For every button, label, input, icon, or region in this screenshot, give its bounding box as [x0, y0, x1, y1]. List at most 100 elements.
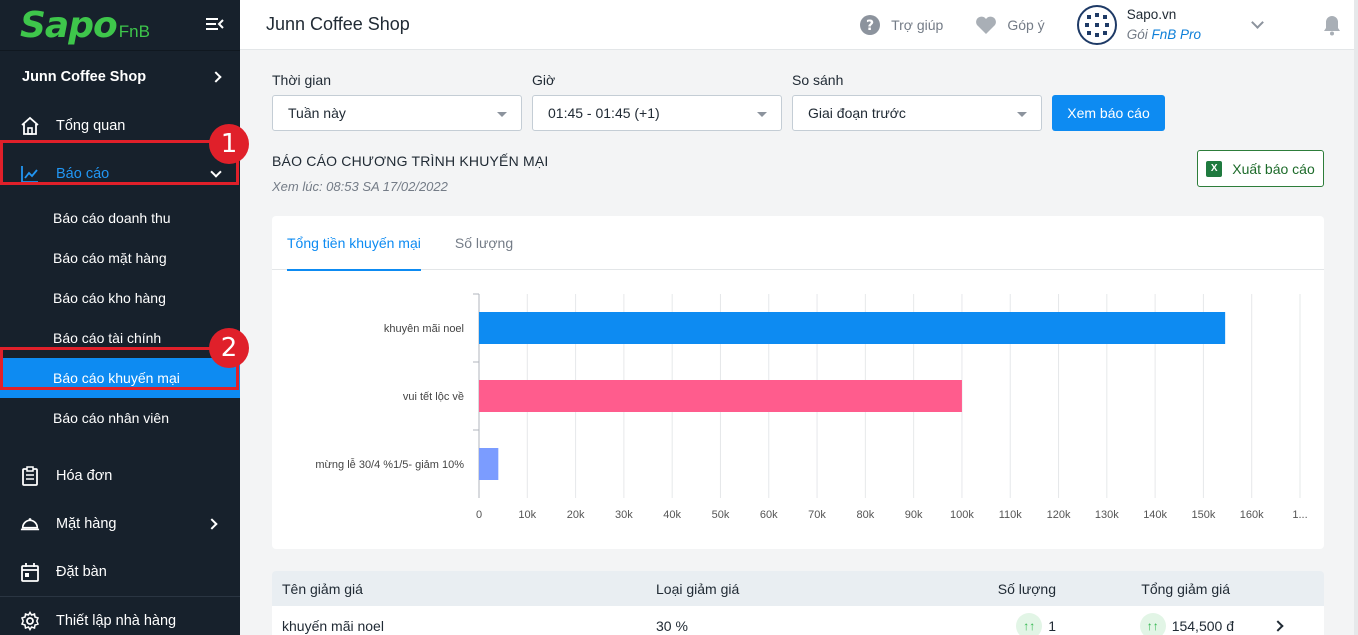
- trend-up-icon: ↑↑: [1139, 613, 1166, 635]
- annotation-badge-1: 1: [209, 124, 249, 164]
- heart-icon: [976, 16, 997, 34]
- x-tick-label: 1...: [1292, 509, 1307, 521]
- nav-overview[interactable]: Tổng quan: [0, 102, 240, 150]
- x-tick-label: 100k: [950, 509, 974, 521]
- cell-total: 154,500 đ: [1171, 618, 1234, 634]
- account-menu[interactable]: Sapo.vn Gói FnB Pro: [1076, 4, 1264, 45]
- category-label: mừng lễ 30/4 %1/5- giảm 10%: [315, 458, 464, 471]
- hour-select[interactable]: 01:45 - 01:45 (+1): [532, 95, 782, 131]
- cell-qty: 1: [1048, 618, 1056, 634]
- shop-name: Junn Coffee Shop: [22, 68, 147, 85]
- subnav-items[interactable]: Báo cáo mặt hàng: [53, 250, 167, 266]
- bar: [479, 448, 499, 480]
- x-tick-label: 80k: [856, 509, 874, 521]
- compare-filter: So sánh Giai đoạn trước: [792, 72, 1042, 131]
- chevron-right-icon: [210, 70, 222, 83]
- x-tick-label: 30k: [615, 509, 633, 521]
- trend-up-icon: ↑↑: [1016, 613, 1043, 635]
- nav-overview-label: Tổng quan: [56, 118, 126, 134]
- logo[interactable]: Sapo FnB: [0, 0, 240, 50]
- subnav-promotions[interactable]: Báo cáo khuyến mại: [0, 358, 240, 398]
- filters: Thời gian Tuần này Giờ 01:45 - 01:45 (+1…: [272, 72, 1165, 131]
- nav-reservations[interactable]: Đặt bàn: [0, 548, 240, 596]
- cell-total-wrap: ↑↑ 154,500 đ: [1076, 613, 1296, 635]
- time-select[interactable]: Tuần này: [272, 95, 522, 131]
- x-tick-label: 160k: [1240, 509, 1264, 521]
- help-icon: ?: [860, 14, 881, 35]
- category-label: vui tết lộc về: [403, 391, 464, 403]
- x-tick-label: 60k: [760, 509, 778, 521]
- x-tick-label: 20k: [567, 509, 585, 521]
- clipboard-icon: [20, 466, 40, 486]
- plan-name: FnB Pro: [1151, 26, 1201, 42]
- help-link[interactable]: ? Trợ giúp: [859, 14, 943, 36]
- x-tick-label: 140k: [1143, 509, 1167, 521]
- bell-icon[interactable]: [1322, 14, 1342, 36]
- export-label: Xuất báo cáo: [1232, 160, 1315, 177]
- x-tick-label: 110k: [999, 509, 1023, 521]
- nav-products[interactable]: Mặt hàng: [0, 500, 240, 548]
- account-plan: Gói FnB Pro: [1127, 25, 1201, 45]
- help-label: Trợ giúp: [891, 16, 944, 33]
- time-label: Thời gian: [272, 72, 331, 88]
- logo-text: Sapo: [20, 4, 118, 46]
- account-name: Sapo.vn: [1126, 6, 1177, 22]
- bar: [479, 312, 1226, 344]
- header-type: Loại giảm giá: [656, 580, 740, 597]
- excel-icon: X: [1206, 160, 1223, 177]
- time-value: Tuần này: [288, 105, 346, 121]
- nav-settings[interactable]: Thiết lập nhà hàng: [0, 597, 240, 635]
- caret-down-icon: [757, 112, 767, 117]
- tab-quantity[interactable]: Số lượng: [454, 235, 514, 251]
- annotation-box-promotions: [0, 347, 239, 390]
- page-title: Junn Coffee Shop: [266, 14, 410, 34]
- hour-value: 01:45 - 01:45 (+1): [548, 105, 660, 121]
- x-tick-label: 10k: [518, 509, 536, 521]
- report-viewed-at: Xem lúc: 08:53 SA 17/02/2022: [272, 179, 448, 194]
- logo-sub: FnB: [118, 22, 150, 41]
- subnav-finance[interactable]: Báo cáo tài chính: [53, 330, 162, 346]
- topbar: Junn Coffee Shop ? Trợ giúp Góp ý Sapo.v…: [240, 0, 1358, 50]
- gear-icon: [20, 611, 40, 631]
- scrollbar[interactable]: [1354, 0, 1358, 635]
- compare-select[interactable]: Giai đoạn trước: [792, 95, 1042, 131]
- view-report-button[interactable]: Xem báo cáo: [1052, 95, 1165, 131]
- home-icon: [20, 116, 40, 136]
- export-report-button[interactable]: X Xuất báo cáo: [1197, 150, 1324, 187]
- chevron-right-icon: [206, 518, 218, 530]
- chevron-right-icon[interactable]: [1272, 620, 1284, 632]
- nav-settings-label: Thiết lập nhà hàng: [56, 613, 177, 629]
- chevron-down-icon[interactable]: [1251, 15, 1264, 29]
- annotation-box-reports: [0, 140, 239, 185]
- caret-down-icon: [1017, 112, 1027, 117]
- cloche-icon: [20, 514, 40, 534]
- x-tick-label: 130k: [1095, 509, 1119, 521]
- header-total: Tổng giảm giá: [1141, 580, 1230, 597]
- subnav-inventory[interactable]: Báo cáo kho hàng: [53, 290, 166, 306]
- collapse-menu-icon[interactable]: [206, 16, 224, 32]
- x-tick-label: 90k: [905, 509, 923, 521]
- x-tick-label: 40k: [663, 509, 681, 521]
- shop-selector[interactable]: Junn Coffee Shop: [0, 50, 240, 102]
- subnav-revenue[interactable]: Báo cáo doanh thu: [53, 210, 171, 226]
- x-tick-label: 120k: [1047, 509, 1071, 521]
- subnav-staff[interactable]: Báo cáo nhân viên: [53, 410, 169, 426]
- calendar-icon: [20, 562, 40, 582]
- tab-total-amount[interactable]: Tổng tiền khuyến mại: [287, 216, 421, 271]
- table-header: Tên giảm giá Loại giảm giá Số lượng Tổng…: [272, 571, 1324, 606]
- sidebar: Sapo FnB Junn Coffee Shop Tổng quan Báo …: [0, 0, 249, 635]
- x-tick-label: 50k: [712, 509, 730, 521]
- feedback-link[interactable]: Góp ý: [975, 15, 1045, 35]
- cell-name: khuyến mãi noel: [282, 618, 384, 634]
- sidebar-divider: [0, 596, 240, 597]
- x-tick-label: 150k: [1191, 509, 1215, 521]
- plan-prefix: Gói: [1126, 26, 1148, 42]
- table-row[interactable]: khuyến mãi noel 30 % ↑↑ 1 ↑↑ 154,500 đ: [272, 606, 1324, 635]
- nav-reports-label: Báo cáo: [56, 166, 110, 182]
- nav-invoices[interactable]: Hóa đơn: [0, 452, 240, 500]
- bar: [479, 380, 962, 412]
- chart-card: Tổng tiền khuyến mại Số lượng 0 10k 20k 30k…: [272, 216, 1324, 549]
- x-tick-label: 0: [476, 509, 482, 521]
- hour-label: Giờ: [532, 72, 556, 88]
- cell-qty-wrap: ↑↑ 1: [886, 613, 1076, 635]
